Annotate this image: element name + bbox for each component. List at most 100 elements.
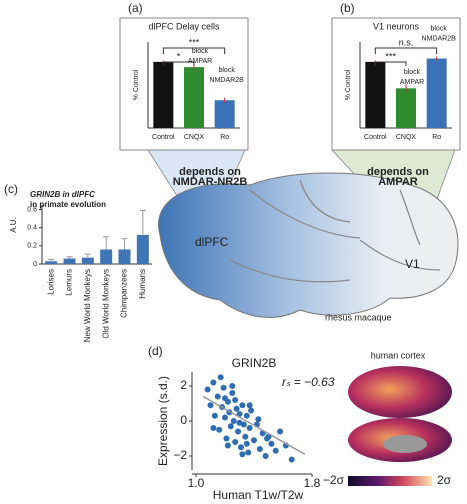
x-tick-label: Lorises: [46, 269, 55, 295]
point: [243, 440, 250, 447]
panel-letter: (c): [4, 182, 18, 196]
y-tick-label: 0: [33, 261, 37, 268]
label: ***: [189, 37, 200, 47]
x-tick-label: Old World Monkeys: [101, 269, 110, 339]
label: *: [177, 51, 181, 61]
x-tick-label: Humans: [138, 269, 147, 299]
x-tick-label: Control: [152, 134, 175, 141]
cortex-lateral: [348, 366, 452, 418]
label: AMPAR: [400, 79, 424, 86]
y-axis-label: Expression (s.d.): [156, 376, 170, 466]
point: [251, 437, 257, 444]
point: [237, 444, 244, 451]
point: [207, 402, 214, 409]
x-tick-label: CNQX: [184, 134, 205, 141]
point: [264, 435, 271, 442]
sulcus: [229, 179, 441, 283]
label: NMDAR2B: [422, 35, 457, 42]
panel-title: GRIN2B: [232, 356, 277, 370]
y-axis-label: % Control: [345, 69, 352, 100]
panel-title: GRIN2B in dlPFC: [30, 190, 95, 199]
x-tick-label: Ro: [432, 134, 441, 141]
label: n.s.: [399, 37, 414, 47]
bar: [81, 257, 94, 264]
point: [232, 397, 239, 403]
point: [242, 433, 249, 440]
point: [220, 384, 227, 391]
label: block: [192, 48, 209, 55]
point: [288, 456, 295, 463]
point: [255, 416, 262, 423]
label: ***: [385, 51, 396, 61]
bracket: [162, 61, 195, 66]
x-tick-label: Lemurs: [65, 269, 74, 296]
point: [277, 428, 284, 435]
fit-line: [202, 395, 306, 455]
label: block: [218, 67, 235, 74]
point: [246, 402, 253, 409]
panel-letter: (d): [148, 344, 163, 358]
label: AMPAR: [378, 176, 418, 188]
point: [272, 447, 279, 454]
x-axis-label: Human T1w/T2w: [213, 488, 304, 502]
point: [262, 453, 269, 459]
bar: [365, 61, 386, 128]
bar: [396, 88, 416, 128]
point: [232, 439, 239, 445]
panel-title: dlPFC Delay cells: [148, 21, 220, 31]
point: [245, 449, 252, 456]
point: [204, 386, 211, 393]
x-tick-label: Control: [364, 134, 387, 141]
y-tick-label: 0.4: [27, 225, 37, 232]
x-tick-label: Ro: [220, 134, 229, 141]
bar: [63, 258, 76, 264]
point: [239, 402, 246, 409]
x-tick-label: 1.8: [304, 476, 321, 490]
bracket: [374, 61, 407, 66]
point: [227, 423, 234, 430]
label: depends on: [179, 166, 241, 178]
y-axis-label: A.U.: [9, 217, 18, 233]
brain: [158, 172, 459, 318]
label: AMPAR: [188, 58, 212, 65]
point: [210, 379, 217, 386]
label: NMDAR-NR2B: [173, 176, 248, 188]
colorbar-label: −2σ: [323, 473, 345, 487]
point: [239, 451, 246, 458]
y-tick-label: 2: [180, 378, 187, 392]
point: [229, 383, 236, 389]
point: [233, 405, 240, 412]
point: [216, 426, 223, 433]
point: [217, 374, 224, 381]
label: depends on: [367, 166, 429, 178]
point: [229, 390, 236, 396]
label: NMDAR2B: [210, 77, 245, 84]
point: [246, 425, 253, 431]
point: [214, 393, 221, 400]
point: [243, 412, 250, 419]
point: [268, 440, 275, 447]
x-tick-label: 1.0: [188, 476, 205, 490]
y-tick-label: 0.2: [27, 243, 37, 250]
y-tick-label: 0: [180, 413, 187, 427]
region-label: dlPFC: [195, 235, 229, 249]
panel-letter: (b): [340, 1, 355, 15]
point: [223, 435, 230, 442]
bar: [136, 234, 149, 264]
y-axis-label: % Control: [133, 69, 140, 100]
point: [256, 446, 263, 452]
point: [222, 395, 228, 402]
colorbar-label: 2σ: [437, 473, 452, 487]
cortex-medial-wall: [383, 435, 427, 453]
colorbar: [348, 476, 432, 486]
y-tick-label: 0.6: [27, 206, 37, 213]
bracket: [162, 47, 226, 54]
region-label: V1: [405, 257, 420, 271]
point: [235, 428, 242, 435]
panel-title: V1 neurons: [373, 21, 420, 31]
panel-title: in primate evolution: [30, 200, 106, 209]
point: [210, 425, 217, 431]
species-label: rhesus macaque: [325, 312, 392, 322]
bar: [184, 67, 204, 128]
